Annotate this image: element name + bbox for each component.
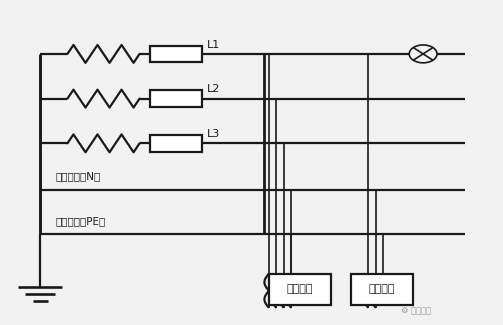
Text: 保护零线（PE）: 保护零线（PE） [55, 216, 105, 227]
Bar [351, 274, 413, 305]
Text: L2: L2 [207, 84, 220, 94]
Bar [269, 274, 331, 305]
Circle shape [409, 45, 437, 63]
Text: 单相设备: 单相设备 [369, 284, 395, 294]
Bar [149, 90, 202, 107]
Text: ⚙ 电力实事: ⚙ 电力实事 [401, 306, 431, 315]
Text: L1: L1 [207, 40, 220, 49]
Text: 三相设备: 三相设备 [287, 284, 313, 294]
Bar [149, 46, 202, 62]
Text: 工作零线（N）: 工作零线（N） [55, 172, 100, 182]
Text: L3: L3 [207, 129, 220, 139]
Bar [149, 135, 202, 152]
